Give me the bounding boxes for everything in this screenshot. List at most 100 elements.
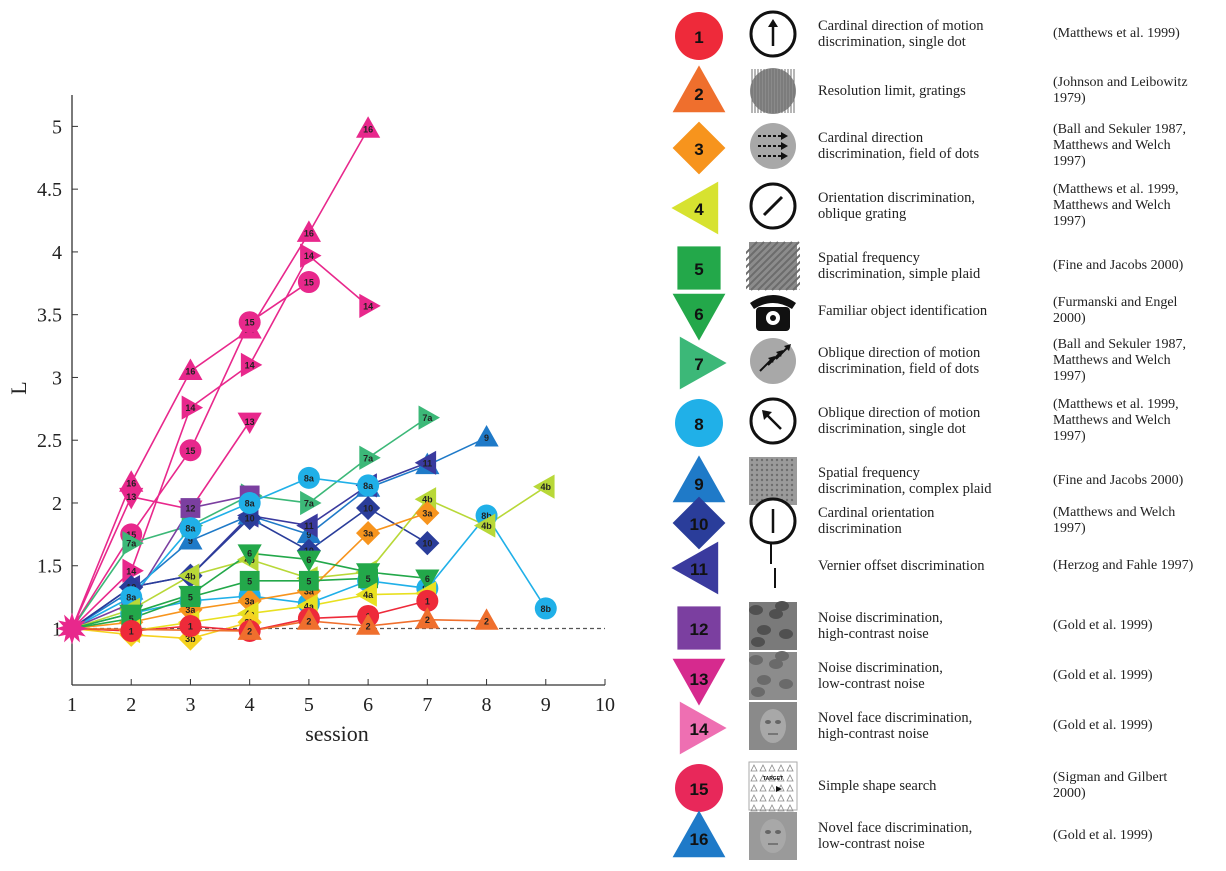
legend-description-line: discrimination, complex plaid bbox=[818, 481, 992, 497]
legend-marker-shape bbox=[672, 293, 726, 341]
legend-marker: 16 bbox=[672, 810, 726, 858]
data-point-label: 8a bbox=[363, 481, 374, 491]
y-tick-label: 5 bbox=[52, 116, 62, 138]
legend-description: Cardinal direction discrimination, field … bbox=[818, 130, 1038, 162]
legend-marker: 8 bbox=[675, 399, 723, 447]
legend-row-6: 6 Familiar object identification (Furmansk… bbox=[660, 285, 1226, 341]
shape-search-target-label: TARGET bbox=[763, 776, 783, 782]
legend-marker: 2 bbox=[672, 65, 726, 113]
x-axis-label: session bbox=[305, 721, 369, 746]
legend-reference-line: (Matthews et al. 1999) bbox=[1053, 26, 1180, 41]
legend-row-8: 8 Oblique direction of motion discriminati… bbox=[660, 395, 1226, 451]
legend-description-line: discrimination, field of dots bbox=[818, 146, 980, 162]
data-point-marker bbox=[296, 550, 321, 573]
legend-reference-line: (Fine and Jacobs 2000) bbox=[1053, 258, 1184, 273]
data-point-label: 15 bbox=[185, 446, 195, 456]
legend-reference: (Herzog and Fahle 1997) bbox=[1053, 558, 1226, 574]
legend-description-line: low-contrast noise bbox=[818, 676, 925, 692]
legend-reference-line: 1997) bbox=[1053, 154, 1086, 169]
legend-description: Novel face discrimination, low-contrast n… bbox=[818, 820, 1038, 852]
y-tick-label: 4 bbox=[52, 242, 62, 264]
legend-row-15: 15 TARGET Simple shape search (Sigman and G… bbox=[660, 760, 1226, 816]
data-point-marker bbox=[415, 569, 440, 591]
legend-reference: (Ball and Sekuler 1987, Matthews and Welc… bbox=[1053, 122, 1226, 170]
legend-number: 13 bbox=[690, 670, 709, 689]
legend-marker-shape bbox=[677, 246, 721, 290]
data-point-label: 7a bbox=[126, 539, 137, 549]
series-markers: 16161616161414141414151515151313137a7a7a… bbox=[56, 116, 557, 651]
data-point-6: 6 bbox=[415, 569, 440, 591]
legend-description-line: Oblique direction of motion bbox=[818, 405, 981, 421]
data-point-1: 1 bbox=[120, 620, 143, 643]
data-point-label: 1 bbox=[188, 622, 193, 632]
data-point-16: 16 bbox=[356, 116, 381, 138]
data-point-label: 16 bbox=[304, 229, 314, 239]
legend-reference: (Furmanski and Engel 2000) bbox=[1053, 295, 1226, 327]
legend-reference: (Matthews and Welch 1997) bbox=[1053, 505, 1226, 537]
legend-number: 5 bbox=[694, 260, 703, 279]
legend-row-2: 2 Resolution limit, gratings (Johnson and … bbox=[660, 65, 1226, 121]
data-point-2: 2 bbox=[237, 618, 262, 640]
legend-description: Spatial frequency discrimination, simple … bbox=[818, 250, 1038, 282]
data-point-label: 3a bbox=[363, 529, 374, 539]
series-line-14 bbox=[71, 254, 369, 630]
legend-reference: (Matthews et al. 1999, Matthews and Welch… bbox=[1053, 397, 1226, 445]
data-point-marker bbox=[356, 521, 381, 546]
plaid-simple-icon bbox=[746, 241, 800, 291]
legend-reference-line: (Gold et al. 1999) bbox=[1053, 618, 1153, 633]
x-tick-label: 8 bbox=[482, 694, 492, 716]
data-point-marker bbox=[237, 412, 262, 435]
legend-reference: (Sigman and Gilbert 2000) bbox=[1053, 770, 1226, 802]
origin-starburst-marker bbox=[56, 612, 88, 645]
data-point-label: 16 bbox=[126, 478, 136, 488]
legend-description: Familiar object identification bbox=[818, 303, 1038, 319]
legend-reference: (Johnson and Leibowitz 1979) bbox=[1053, 75, 1226, 107]
legend-row-9: 9 Spatial frequency discrimination, comple… bbox=[660, 455, 1226, 511]
data-point-label: 9 bbox=[188, 536, 193, 546]
data-point-label: 2 bbox=[306, 616, 311, 626]
data-point-marker bbox=[239, 570, 260, 591]
legend-marker: 11 bbox=[671, 541, 719, 595]
data-point-marker bbox=[296, 513, 318, 538]
legend-number: 11 bbox=[690, 560, 708, 579]
data-point-marker bbox=[179, 439, 202, 462]
data-point-label: 3a bbox=[422, 509, 433, 519]
legend-description-line: oblique grating bbox=[818, 206, 907, 222]
legend-row-14: 14 Novel face discrimination, high-contras… bbox=[660, 700, 1226, 756]
face-high-icon bbox=[749, 702, 797, 750]
data-point-label: 3b bbox=[185, 634, 196, 644]
data-point-marker bbox=[418, 405, 440, 430]
legend-number: 14 bbox=[690, 720, 709, 739]
legend-reference-line: 2000) bbox=[1053, 311, 1086, 326]
data-point-label: 13 bbox=[126, 492, 136, 502]
data-point-label: 7a bbox=[422, 413, 433, 423]
legend-number: 9 bbox=[694, 475, 703, 494]
data-point-marker bbox=[297, 271, 320, 294]
data-point-marker bbox=[474, 608, 499, 630]
data-point-label: 15 bbox=[245, 318, 255, 328]
data-point-label: 5 bbox=[366, 574, 371, 584]
legend-marker-shape bbox=[672, 658, 726, 706]
legend-reference: (Gold et al. 1999) bbox=[1053, 718, 1226, 734]
legend-row-16: 16 Novel face discrimination, low-contrast… bbox=[660, 810, 1226, 866]
legend-marker: 3 bbox=[672, 121, 726, 175]
data-point-marker bbox=[473, 513, 496, 538]
data-point-label: 10 bbox=[422, 539, 432, 549]
legend-number: 16 bbox=[690, 830, 709, 849]
legend-description-line: Oblique direction of motion bbox=[818, 345, 981, 361]
legend-description: Spatial frequency discrimination, complex… bbox=[818, 465, 1038, 497]
data-point-16: 16 bbox=[119, 470, 144, 492]
data-point-8a: 8a bbox=[238, 491, 261, 514]
legend-marker: 1 bbox=[675, 12, 723, 60]
data-point-3a: 3a bbox=[415, 500, 440, 526]
legend-reference-line: (Gold et al. 1999) bbox=[1053, 718, 1153, 733]
data-point-4b: 4b bbox=[473, 513, 496, 538]
data-point-label: 16 bbox=[363, 124, 373, 134]
legend-reference-line: 1997) bbox=[1053, 214, 1086, 229]
data-point-label: 6 bbox=[425, 574, 430, 584]
data-point-marker bbox=[180, 587, 201, 608]
data-point-label: 5 bbox=[306, 576, 311, 586]
y-tick-label: 1.5 bbox=[37, 556, 62, 578]
